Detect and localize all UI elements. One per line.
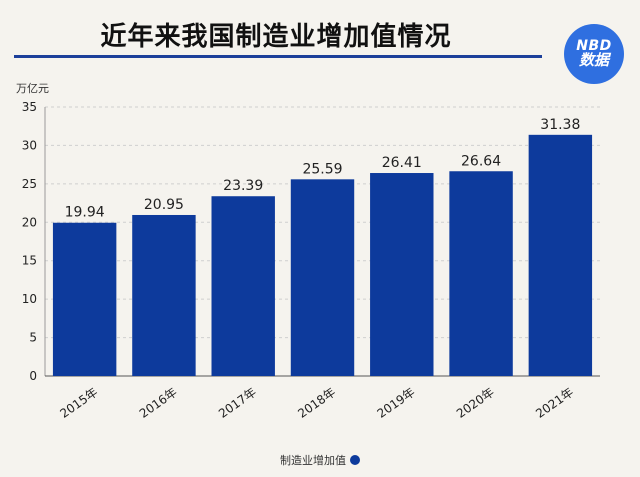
y-tick-label: 0 [29, 369, 37, 383]
x-tick-label: 2015年 [57, 385, 100, 421]
y-tick-label: 25 [22, 177, 37, 191]
legend-marker [350, 455, 360, 465]
y-tick-label: 10 [22, 292, 37, 306]
y-axis-unit-label: 万亿元 [16, 82, 49, 95]
data-label: 26.41 [382, 155, 422, 171]
data-label: 19.94 [65, 205, 105, 221]
y-tick-label: 30 [22, 138, 37, 152]
x-tick-label: 2016年 [137, 385, 180, 421]
y-tick-label: 35 [22, 100, 37, 114]
title-underline [14, 55, 542, 58]
logo-text-data: 数据 [578, 51, 609, 70]
y-tick-label: 15 [22, 254, 37, 268]
y-tick-label: 20 [22, 215, 37, 229]
data-label: 23.39 [223, 178, 263, 194]
bar [52, 222, 117, 376]
logo-text-nbd: NBD [576, 37, 612, 54]
data-label: 25.59 [302, 161, 342, 177]
x-tick-label: 2017年 [216, 385, 259, 421]
data-label: 20.95 [144, 197, 184, 213]
data-label: 31.38 [540, 117, 580, 133]
bar [528, 134, 593, 376]
x-tick-label: 2021年 [533, 385, 576, 421]
data-label: 26.64 [461, 153, 501, 169]
nbd-logo: NBD 数据 [564, 24, 624, 84]
chart-title: 近年来我国制造业增加值情况 [100, 22, 452, 52]
bar [449, 171, 513, 376]
x-tick-label: 2019年 [375, 385, 418, 421]
bar [211, 196, 275, 376]
bar [132, 214, 196, 376]
title-bar: 近年来我国制造业增加值情况 [14, 20, 538, 52]
legend-label: 制造业增加值 [280, 454, 346, 467]
x-tick-label: 2018年 [295, 385, 338, 421]
x-tick-label: 2020年 [454, 385, 497, 421]
legend: 制造业增加值 [0, 452, 640, 468]
bar [370, 173, 434, 376]
bar [290, 179, 355, 376]
y-tick-label: 5 [29, 331, 37, 345]
